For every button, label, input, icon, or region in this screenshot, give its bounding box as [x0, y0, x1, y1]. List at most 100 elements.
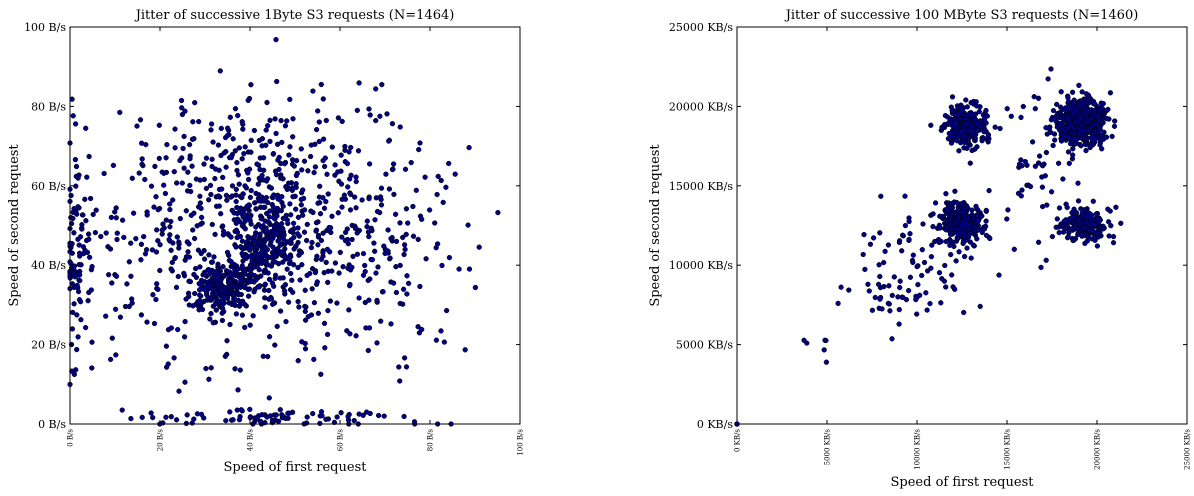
data-point	[1086, 210, 1093, 217]
data-point	[279, 221, 285, 227]
y-tick-label: 80 B/s	[31, 100, 66, 113]
data-point	[1029, 139, 1036, 145]
data-point	[896, 306, 902, 313]
data-point	[248, 137, 254, 144]
data-point	[267, 138, 273, 145]
data-point	[187, 182, 193, 189]
data-point	[247, 214, 253, 220]
data-point	[263, 225, 269, 231]
data-point	[364, 218, 370, 224]
data-point	[208, 127, 214, 133]
data-point	[264, 99, 270, 106]
data-point	[377, 209, 383, 216]
data-point	[385, 227, 391, 233]
data-point	[466, 144, 472, 151]
x-tick-label: 20000 KB/s	[1094, 429, 1102, 470]
data-point	[353, 174, 359, 180]
data-point	[250, 313, 256, 319]
data-point	[1104, 116, 1110, 122]
data-point	[274, 323, 280, 330]
data-point	[154, 227, 160, 233]
data-point	[230, 417, 236, 423]
data-point	[307, 153, 314, 160]
data-point	[235, 387, 241, 393]
data-point	[348, 144, 354, 151]
data-point	[160, 420, 166, 426]
data-point	[1083, 147, 1089, 154]
data-point	[302, 287, 308, 293]
data-point	[299, 339, 305, 345]
data-point	[1092, 237, 1098, 243]
data-point	[98, 233, 104, 240]
data-point	[950, 122, 957, 129]
data-point	[201, 269, 208, 276]
data-point	[920, 221, 926, 227]
data-point	[212, 166, 219, 172]
data-point	[126, 303, 132, 310]
data-point	[182, 257, 188, 263]
x-tick-label: 40 B/s	[247, 429, 255, 452]
data-point	[269, 417, 276, 424]
data-point	[386, 186, 393, 192]
data-point	[237, 244, 244, 250]
data-point	[403, 206, 410, 212]
data-point	[262, 281, 268, 287]
data-point	[175, 326, 181, 333]
data-point	[240, 253, 246, 259]
data-point	[280, 232, 286, 238]
data-point	[191, 210, 197, 216]
data-point	[85, 231, 92, 237]
data-point	[379, 81, 385, 88]
data-point	[221, 150, 227, 156]
data-point	[385, 248, 391, 254]
data-point	[276, 226, 283, 232]
data-point	[345, 241, 351, 247]
data-point	[237, 367, 243, 373]
data-point	[103, 313, 109, 319]
data-point	[953, 209, 960, 216]
data-point	[997, 125, 1003, 132]
data-point	[261, 167, 267, 173]
data-point	[70, 215, 76, 222]
data-point	[142, 176, 148, 183]
data-point	[245, 293, 252, 299]
data-point	[262, 304, 268, 310]
data-point	[257, 231, 263, 237]
data-point	[164, 141, 170, 148]
data-point	[906, 218, 912, 225]
data-point	[969, 147, 975, 154]
data-point	[128, 273, 134, 279]
data-point	[878, 193, 884, 199]
data-point	[242, 324, 248, 331]
data-point	[1019, 187, 1025, 193]
data-point	[366, 233, 372, 240]
data-point	[362, 268, 368, 275]
data-point	[416, 146, 422, 153]
data-point	[73, 163, 80, 170]
data-point	[233, 311, 240, 317]
data-point	[378, 318, 384, 324]
data-point	[978, 123, 984, 130]
data-point	[940, 213, 947, 220]
data-point	[282, 282, 289, 288]
data-point	[201, 256, 208, 262]
data-point	[944, 207, 950, 213]
data-point	[203, 185, 210, 192]
data-point	[276, 196, 282, 203]
data-point	[215, 261, 221, 267]
data-point	[280, 249, 287, 255]
data-point	[141, 233, 147, 240]
data-point	[945, 136, 952, 142]
data-point	[1070, 146, 1076, 152]
data-point	[404, 273, 410, 279]
data-point	[964, 121, 970, 127]
data-point	[261, 269, 268, 276]
data-point	[971, 224, 978, 230]
data-point	[1090, 198, 1096, 204]
data-point	[1039, 184, 1046, 190]
data-point	[452, 171, 458, 177]
data-point	[209, 221, 215, 228]
data-point	[183, 420, 190, 427]
data-point	[209, 276, 215, 282]
data-point	[206, 197, 212, 203]
